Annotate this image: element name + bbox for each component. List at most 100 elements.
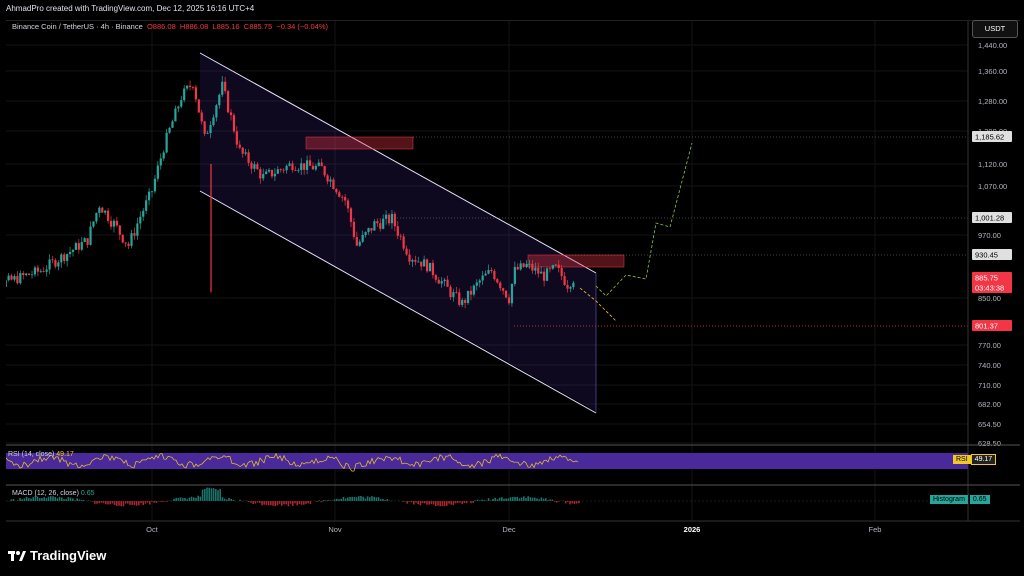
macd-histogram-bar xyxy=(289,501,292,504)
macd-histogram-bar xyxy=(127,501,129,504)
macd-histogram-bar xyxy=(193,497,195,501)
rsi-tag-value: 49.17 xyxy=(970,454,997,465)
macd-histogram-bar xyxy=(490,500,492,501)
macd-histogram-bar xyxy=(188,497,191,501)
macd-histogram-bar xyxy=(116,501,118,506)
macd-histogram-bar xyxy=(351,496,353,501)
macd-histogram-bar xyxy=(195,497,197,501)
price-chart[interactable]: 1,440.001,360.001,280.001,200.001,120.00… xyxy=(6,21,1020,539)
macd-histogram-bar xyxy=(296,501,298,506)
change-value: −0.34 (−0.04%) xyxy=(276,22,329,31)
candle-body xyxy=(54,260,57,267)
candle-body xyxy=(147,191,151,201)
macd-histogram-bar xyxy=(498,497,501,501)
macd-histogram-bar xyxy=(454,501,457,504)
candle-body xyxy=(326,175,329,182)
candle-body xyxy=(112,220,116,227)
candle-body xyxy=(537,267,540,274)
macd-histogram-bar xyxy=(265,501,268,505)
candle-body xyxy=(545,268,549,281)
candle-body xyxy=(165,132,168,153)
x-tick-label: Nov xyxy=(328,525,342,534)
macd-histogram-bar xyxy=(424,501,426,504)
symbol-legend[interactable]: Binance Coin / TetherUS · 4h · Binance O… xyxy=(12,22,328,31)
macd-histogram-bar xyxy=(54,497,56,501)
macd-histogram-bar xyxy=(487,498,490,501)
macd-histogram-bar xyxy=(432,501,435,505)
candle-body xyxy=(218,94,221,106)
macd-histogram-bar xyxy=(415,501,417,503)
tradingview-logo[interactable]: TradingView xyxy=(8,548,106,563)
y-tick-label: 654.50 xyxy=(978,420,1001,429)
x-tick-label: Feb xyxy=(869,525,882,534)
candle-body xyxy=(466,290,470,303)
candle-body xyxy=(74,243,78,250)
candle-body xyxy=(449,286,452,298)
symbol-name[interactable]: Binance Coin / TetherUS · 4h · Binance xyxy=(12,22,143,31)
rsi-legend-label: RSI (14, close) xyxy=(8,451,55,458)
candle-body xyxy=(247,152,250,163)
macd-histogram-bar xyxy=(551,499,554,501)
candle-body xyxy=(171,121,174,128)
macd-histogram-bar xyxy=(556,501,558,503)
macd-histogram-bar xyxy=(96,501,98,504)
macd-histogram-bar xyxy=(470,501,472,504)
candle-body xyxy=(531,263,534,271)
macd-histogram-bar xyxy=(347,497,349,501)
macd-histogram-bar xyxy=(531,497,534,501)
macd-histogram-bar xyxy=(272,501,274,506)
macd-histogram-bar xyxy=(342,497,345,501)
chart-frame[interactable]: 1,440.001,360.001,280.001,200.001,120.00… xyxy=(6,20,1020,539)
macd-histogram-bar xyxy=(503,498,505,501)
macd-histogram-bar xyxy=(285,501,287,505)
candle-body xyxy=(153,178,157,192)
candle-body xyxy=(507,297,511,304)
candle-body xyxy=(434,275,437,280)
macd-histogram-bar xyxy=(232,499,235,501)
macd-histogram-bar xyxy=(564,501,567,504)
macd-histogram-bar xyxy=(19,497,21,501)
candle-body xyxy=(484,273,487,276)
histogram-tag: Histogram 0.65 xyxy=(930,495,990,504)
candle-body xyxy=(45,269,48,272)
candle-body xyxy=(554,264,557,266)
candle-body xyxy=(288,163,291,166)
candle-body xyxy=(16,276,19,284)
open-value: 886.08 xyxy=(152,22,176,31)
macd-histogram-bar xyxy=(402,501,404,502)
macd-histogram-bar xyxy=(83,499,85,501)
macd-legend[interactable]: MACD (12, 26, close) 0.65 xyxy=(12,490,95,497)
macd-histogram-bar xyxy=(525,498,527,501)
macd-histogram-bar xyxy=(558,501,560,502)
macd-histogram-bar xyxy=(496,499,499,501)
currency-button[interactable]: USDT xyxy=(972,20,1018,38)
candle-body xyxy=(256,164,259,170)
macd-histogram-bar xyxy=(72,498,74,501)
candle-body xyxy=(224,81,227,92)
macd-histogram-bar xyxy=(534,497,536,501)
macd-histogram-bar xyxy=(58,496,61,501)
macd-histogram-bar xyxy=(197,495,199,501)
candle-body xyxy=(308,160,312,166)
rsi-legend[interactable]: RSI (14, close) 49.17 xyxy=(8,451,74,458)
macd-histogram-bar xyxy=(45,498,48,501)
high-label: H xyxy=(179,22,186,31)
macd-histogram-bar xyxy=(542,498,545,501)
macd-histogram-bar xyxy=(300,501,303,505)
macd-histogram-bar xyxy=(175,497,177,501)
macd-histogram-bar xyxy=(428,501,430,505)
candle-body xyxy=(338,192,341,197)
candle-body xyxy=(25,273,28,276)
bearish-projection xyxy=(579,287,617,322)
macd-histogram-bar xyxy=(410,501,413,503)
macd-histogram-bar xyxy=(481,499,483,501)
macd-histogram-bar xyxy=(538,499,540,501)
y-tick-label: 1,280.00 xyxy=(978,97,1007,106)
price-tag-label: 801.37 xyxy=(975,322,998,331)
candle-body xyxy=(267,169,271,172)
candle-body xyxy=(66,254,69,261)
candle-body xyxy=(124,242,127,244)
candle-body xyxy=(109,220,113,227)
candle-body xyxy=(481,275,484,281)
macd-histogram-bar xyxy=(355,497,358,501)
